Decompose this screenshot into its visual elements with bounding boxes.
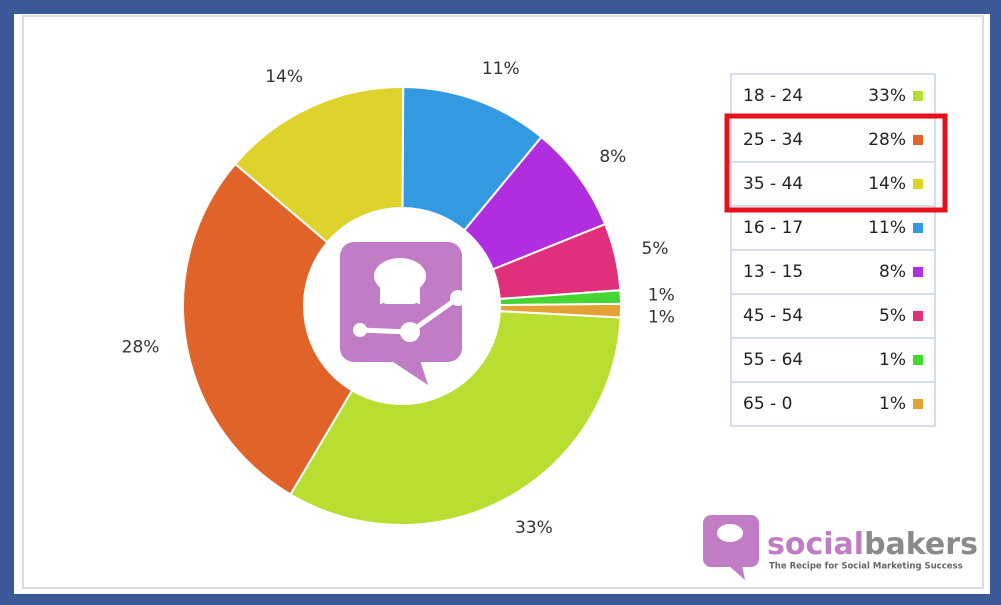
panel-border: [22, 15, 984, 589]
legend-value: 8%: [879, 262, 906, 282]
legend-swatch: [913, 91, 923, 101]
legend-category: 25 - 34: [743, 130, 803, 150]
slice: [182, 162, 354, 496]
brand-tagline: The Recipe for Social Marketing Success: [769, 562, 963, 572]
slice: [498, 302, 622, 319]
slice: [233, 86, 405, 244]
legend-swatch: [913, 267, 923, 277]
legend-value: 5%: [879, 306, 906, 326]
slice: [289, 310, 622, 526]
legend-value: 11%: [868, 218, 906, 238]
highlight-box: [724, 113, 948, 213]
brand: socialbakers The Recipe for Social Marke…: [703, 515, 978, 580]
legend-value: 33%: [868, 86, 906, 106]
legend-swatch: [913, 399, 923, 409]
slice-label: 28%: [122, 337, 160, 357]
donut: 33% 28% 14% 11% 8% 5% 1%1%: [122, 59, 675, 538]
legend-category: 65 - 0: [743, 394, 792, 414]
legend-swatch: [913, 135, 923, 145]
legend-swatch: [913, 355, 923, 365]
legend-swatch: [913, 223, 923, 233]
slice-label: 14%: [265, 67, 303, 87]
legend-value: 1%: [879, 350, 906, 370]
slice-label: 11%: [482, 59, 520, 79]
legend-swatch: [913, 179, 923, 189]
brand-name: socialbakers: [767, 527, 978, 562]
legend-category: 45 - 54: [743, 306, 803, 326]
slice-label: 8%: [599, 147, 626, 167]
legend-category: 13 - 15: [743, 262, 803, 282]
legend-value: 14%: [868, 174, 906, 194]
legend-category: 55 - 64: [743, 350, 803, 370]
legend-category: 16 - 17: [743, 218, 803, 238]
slice-label: 5%: [642, 239, 669, 259]
legend-swatch: [913, 311, 923, 321]
legend-category: 35 - 44: [743, 174, 803, 194]
center-icon: [340, 242, 466, 385]
slice-label: 1%: [648, 286, 675, 306]
legend-category: 18 - 24: [743, 86, 803, 106]
slice-label: 1%: [648, 308, 675, 328]
legend: 18 - 24 33% 25 - 34 28% 35 - 44 14% 16 - 17 11%…: [724, 73, 948, 427]
legend-value: 1%: [879, 394, 906, 414]
slice-label: 33%: [515, 518, 553, 538]
legend-value: 28%: [868, 130, 906, 150]
